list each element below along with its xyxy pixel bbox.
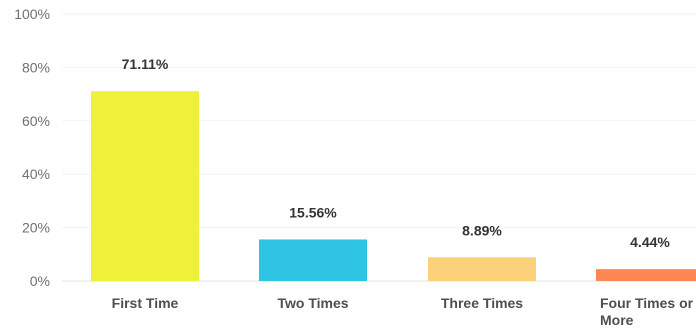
y-tick-label: 60% bbox=[22, 113, 50, 129]
x-tick-label: First Time bbox=[112, 295, 179, 311]
x-tick-label: Two Times bbox=[277, 295, 348, 311]
bars bbox=[91, 91, 696, 282]
y-tick-label: 40% bbox=[22, 166, 50, 182]
bar bbox=[428, 257, 536, 281]
x-axis-ticks: First Time Two Times Three Times Four Times… bbox=[112, 295, 694, 328]
y-tick-label: 0% bbox=[30, 273, 50, 289]
data-label: 15.56% bbox=[289, 204, 337, 220]
y-tick-label: 80% bbox=[22, 59, 50, 75]
y-axis-ticks: 0% 20% 40% 60% 80% 100% bbox=[14, 6, 50, 289]
x-tick-label: Three Times bbox=[441, 295, 523, 311]
x-tick-label: Four Times or More bbox=[600, 295, 694, 328]
bar bbox=[259, 239, 367, 281]
data-label: 71.11% bbox=[122, 56, 169, 72]
bar bbox=[91, 91, 199, 282]
data-labels: 71.11% 15.56% 8.89% 4.44% bbox=[122, 56, 671, 250]
bar bbox=[596, 269, 696, 281]
y-tick-label: 20% bbox=[22, 220, 50, 236]
y-tick-label: 100% bbox=[14, 6, 50, 22]
data-label: 8.89% bbox=[462, 222, 502, 238]
data-label: 4.44% bbox=[630, 234, 670, 250]
